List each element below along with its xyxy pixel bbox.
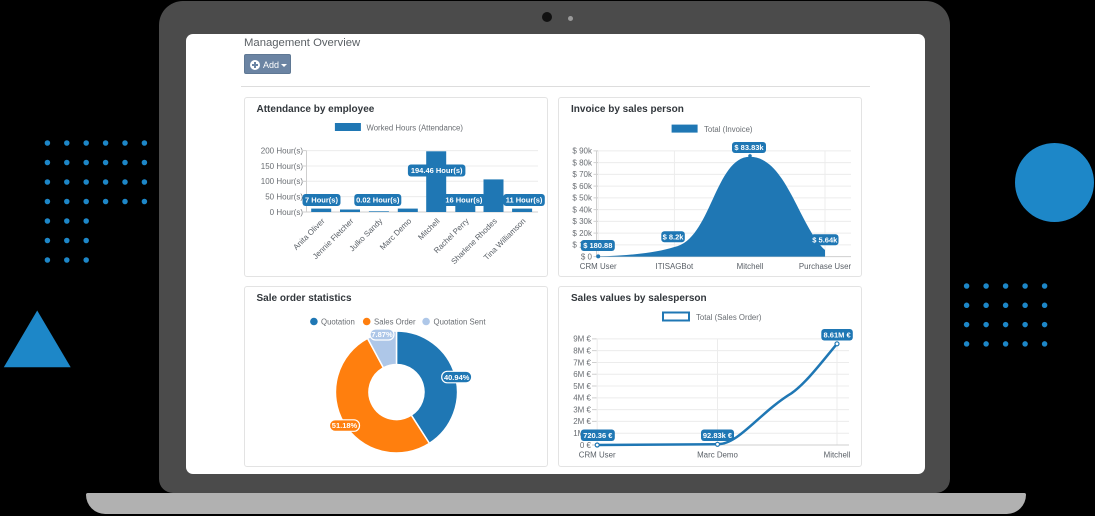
svg-text:Quotation Sent: Quotation Sent: [433, 317, 486, 326]
svg-text:Sales Order: Sales Order: [374, 317, 416, 326]
svg-text:3M €: 3M €: [573, 405, 591, 414]
svg-text:CRM User: CRM User: [580, 262, 617, 271]
svg-text:7 Hour(s): 7 Hour(s): [305, 196, 338, 205]
svg-text:$ 60k: $ 60k: [572, 182, 593, 191]
svg-text:Purchase User: Purchase User: [799, 262, 852, 271]
svg-text:8M €: 8M €: [573, 346, 591, 355]
svg-text:ITISAGBot: ITISAGBot: [656, 262, 695, 271]
svg-text:$ 0: $ 0: [581, 252, 593, 261]
svg-text:8.61M €: 8.61M €: [824, 331, 852, 340]
svg-text:51.18%: 51.18%: [331, 421, 357, 430]
svg-text:194.46 Hour(s): 194.46 Hour(s): [410, 166, 462, 175]
svg-text:$ 8.2k: $ 8.2k: [663, 233, 685, 242]
svg-text:$ 83.83k: $ 83.83k: [734, 143, 764, 152]
svg-text:5M €: 5M €: [573, 382, 591, 391]
svg-text:9M €: 9M €: [573, 335, 591, 344]
svg-text:$ 180.88: $ 180.88: [583, 241, 612, 250]
svg-text:16 Hour(s): 16 Hour(s): [445, 196, 483, 205]
svg-text:0 €: 0 €: [580, 441, 592, 450]
svg-text:720.36 €: 720.36 €: [583, 431, 613, 440]
svg-text:200 Hour(s): 200 Hour(s): [260, 146, 303, 155]
svg-text:11 Hour(s): 11 Hour(s): [505, 196, 542, 205]
svg-text:Mitchell: Mitchell: [824, 451, 851, 460]
svg-text:$ 5.64k: $ 5.64k: [812, 235, 838, 244]
svg-text:Quotation: Quotation: [321, 317, 355, 326]
svg-text:0 Hour(s): 0 Hour(s): [269, 208, 303, 217]
svg-text:2M €: 2M €: [573, 417, 591, 426]
svg-text:$ 90k: $ 90k: [572, 147, 593, 156]
svg-text:92.83k €: 92.83k €: [703, 431, 733, 440]
svg-text:CRM User: CRM User: [579, 451, 616, 460]
svg-text:$ 80k: $ 80k: [572, 158, 593, 167]
svg-text:100 Hour(s): 100 Hour(s): [260, 177, 303, 186]
svg-text:7.87%: 7.87%: [371, 330, 393, 339]
svg-text:$ 50k: $ 50k: [572, 194, 593, 203]
svg-text:7M €: 7M €: [573, 358, 591, 367]
svg-text:$ 40k: $ 40k: [572, 205, 593, 214]
svg-text:Marc Demo: Marc Demo: [697, 451, 738, 460]
svg-text:Total (Sales Order): Total (Sales Order): [696, 313, 762, 322]
svg-text:Mitchell: Mitchell: [416, 216, 441, 241]
svg-text:40.94%: 40.94%: [443, 373, 469, 382]
svg-text:Worked Hours (Attendance): Worked Hours (Attendance): [366, 124, 463, 133]
svg-text:Mitchell: Mitchell: [737, 262, 764, 271]
svg-text:$ 70k: $ 70k: [572, 170, 593, 179]
svg-text:Total (Invoice): Total (Invoice): [704, 125, 753, 134]
svg-text:$ 20k: $ 20k: [572, 229, 593, 238]
svg-text:0.02 Hour(s): 0.02 Hour(s): [356, 196, 400, 205]
svg-text:150 Hour(s): 150 Hour(s): [260, 162, 303, 171]
svg-text:6M €: 6M €: [573, 370, 591, 379]
svg-text:$ 30k: $ 30k: [572, 217, 593, 226]
svg-text:4M €: 4M €: [573, 394, 591, 403]
svg-text:Marc Demo: Marc Demo: [378, 216, 414, 252]
svg-text:50 Hour(s): 50 Hour(s): [265, 192, 303, 201]
